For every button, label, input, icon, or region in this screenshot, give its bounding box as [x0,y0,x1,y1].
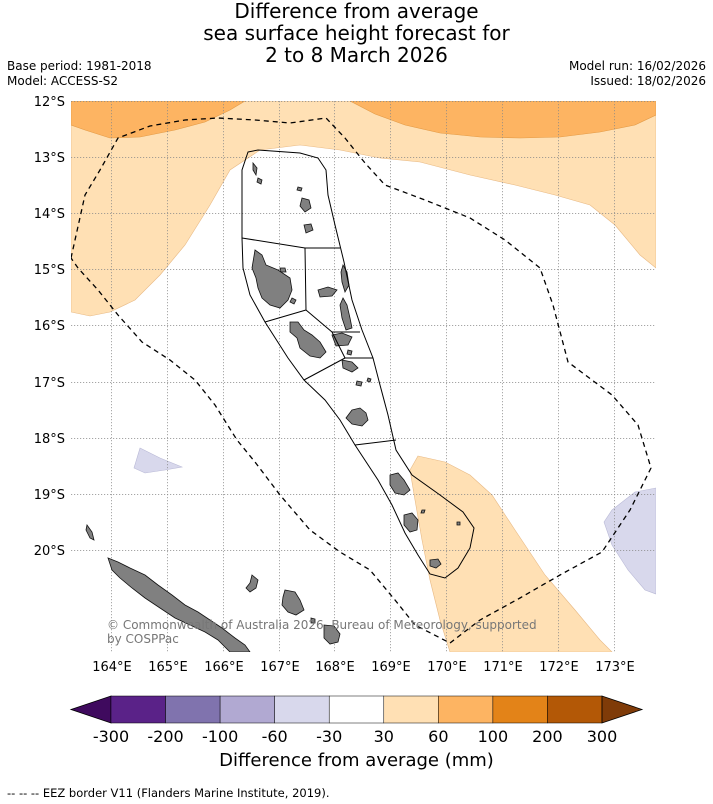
vanuatu-outline [241,149,475,579]
colorbar-tick-label: -30 [316,727,342,746]
island-belep [85,524,95,541]
island-pentecost [339,297,353,331]
lat-label: 12°S [34,95,65,110]
colorbar-label: Difference from average (mm) [219,750,494,771]
island-malo [279,267,287,273]
lon-label: 170°E [427,660,467,675]
latitude-labels: 12°S 13°S 14°S 15°S 16°S 17°S 18°S 19°S … [34,95,65,559]
land [85,161,461,652]
colorbar-segment [219,695,275,724]
anomaly-region-north [71,101,656,317]
lon-label: 171°E [483,660,523,675]
island-torres [252,161,258,177]
lon-label: 172°E [539,660,579,675]
lat-label: 20°S [34,544,65,559]
island-banks-2 [296,186,303,192]
anomaly-region-northeast-strong [349,101,656,139]
issued-date: Issued: 18/02/2026 [590,74,706,88]
island-ambae [317,286,338,298]
island-malakula [289,321,327,359]
island-tiga [310,617,316,624]
island-vanua-lava [299,197,312,213]
island-espiritu-santo [251,249,293,309]
province-border-shefa-north [303,357,346,381]
lon-label: 173°E [595,660,635,675]
island-lifou [281,589,305,616]
map-title: Difference from average sea surface heig… [0,0,713,66]
island-aniwa [420,509,426,514]
province-border-shefa-south [354,439,397,446]
lat-label: 14°S [34,207,65,222]
meta-left: Base period: 1981-2018 Model: ACCESS-S2 [7,59,152,89]
island-tanna [403,512,419,533]
copyright-line-2: by COSPPac [107,632,179,646]
colorbar-tick-label: -60 [262,727,288,746]
anomaly-region-negative-west [133,447,184,474]
lat-label: 18°S [34,432,65,447]
anomaly-region-south [409,455,613,652]
title-line-1: Difference from average [234,0,479,23]
colorbar-tick-label: 60 [428,727,448,746]
lon-label: 168°E [315,660,355,675]
island-maewo [340,263,350,294]
colorbar-tick-label: -100 [202,727,238,746]
island-tongoa [355,380,363,387]
lon-label: 164°E [92,660,132,675]
colorbar-segment [328,695,385,724]
colorbar-tick-label: -300 [93,727,129,746]
title-line-3: 2 to 8 March 2026 [265,43,448,67]
lat-label: 16°S [34,319,65,334]
colorbar-extend-high [601,695,644,724]
island-futuna [456,521,461,526]
anomaly-region-negative-east [603,487,656,595]
anomaly-region-north-strong [71,101,246,139]
island-efate [345,407,369,427]
island-epi [341,359,359,373]
colorbar-tick-label: -200 [147,727,183,746]
island-aneityum [429,558,442,569]
title-line-2: sea surface height forecast for [203,21,510,45]
island-new-caledonia [107,557,251,652]
island-mare [323,624,341,645]
colorbar-segment [492,695,548,724]
eez-footnote: -- -- -- EEZ border V11 (Flanders Marine… [7,786,330,800]
island-ouvea [245,574,259,593]
lon-label: 167°E [260,660,300,675]
island-paama [346,349,353,356]
model-run: Model run: 16/02/2026 [568,59,706,73]
lon-label: 169°E [371,660,411,675]
island-gaua [303,223,314,234]
lat-label: 15°S [34,263,65,278]
colorbar-segment [547,695,603,724]
colorbar-tick-label: 100 [478,727,509,746]
base-period: Base period: 1981-2018 [7,59,152,73]
lon-label: 166°E [204,660,244,675]
longitude-labels: 164°E 165°E 166°E 167°E 168°E 169°E 170°… [92,660,635,675]
map-area: © Commonwealth of Australia 2026, Bureau… [71,101,656,652]
colorbar-segment [438,695,494,724]
model-name: Model: ACCESS-S2 [7,74,119,88]
province-boundaries [241,149,475,579]
lat-label: 17°S [34,376,65,391]
colorbar-segment [165,695,221,724]
colorbar-extend-low [69,695,112,724]
colorbar-tick-label: 300 [587,727,618,746]
lat-label: 13°S [34,151,65,166]
colorbar-segment [110,695,166,724]
lon-label: 165°E [148,660,188,675]
lat-label: 19°S [34,488,65,503]
meta-right: Model run: 16/02/2026 Issued: 18/02/2026 [569,59,706,89]
colorbar: -300 -200 -100 -60 -30 30 60 100 200 300 [69,695,644,746]
colorbar-segment [383,695,439,724]
island-aore [289,297,297,305]
colorbar-segment [274,695,330,724]
colorbar-tick-label: 200 [532,727,563,746]
island-banks-1 [256,177,263,185]
island-emae [366,377,372,383]
copyright-line-1: © Commonwealth of Australia 2026, Bureau… [107,618,537,632]
colorbar-tick-label: 30 [374,727,394,746]
island-erromango [389,472,411,496]
